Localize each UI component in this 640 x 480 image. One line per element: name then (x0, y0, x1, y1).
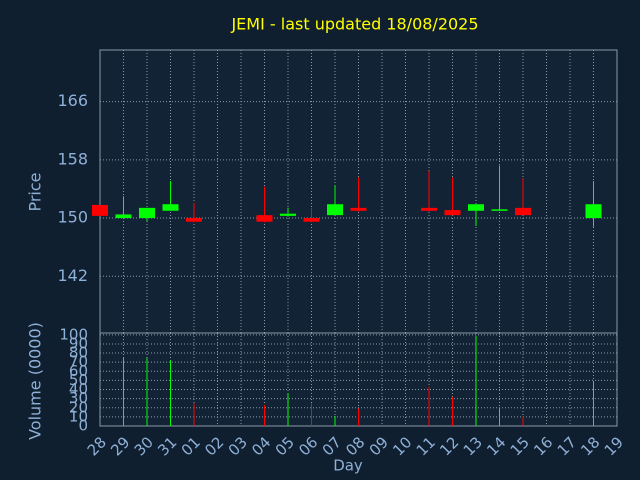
candle-body (491, 209, 508, 211)
volume-axis-label: Volume (0000) (26, 322, 45, 440)
candle-body (468, 204, 484, 211)
candle-body (350, 207, 367, 211)
volume-tick-label: 90 (69, 334, 88, 352)
volume-tick-label: 70 (69, 353, 88, 371)
candle-body (92, 204, 108, 216)
candle-body (115, 214, 132, 219)
y-tick-label: 158 (57, 149, 88, 168)
candle-body (162, 204, 179, 211)
candle-body (280, 213, 296, 216)
candle-body (515, 207, 531, 216)
candle-body (421, 207, 437, 211)
volume-tick-label: 50 (69, 371, 88, 389)
candle-body (303, 218, 320, 222)
y-tick-label: 142 (57, 266, 88, 285)
volume-tick-label: 60 (69, 362, 88, 380)
candle-body (585, 204, 602, 219)
y-tick-label: 166 (57, 91, 88, 110)
y-tick-label: 150 (57, 208, 88, 227)
candle-body (186, 218, 202, 222)
chart-title: JEMI - last updated 18/08/2025 (230, 15, 478, 34)
volume-tick-label: 40 (69, 380, 88, 398)
candle-body (444, 210, 461, 216)
candle-body (256, 215, 273, 222)
candle-body (327, 204, 343, 216)
volume-tick-label: 0 (78, 417, 88, 435)
volume-tick-label: 30 (69, 389, 88, 407)
volume-tick-label: 100 (59, 325, 88, 343)
volume-tick-label: 20 (69, 398, 88, 416)
y-axis-label: Price (26, 172, 45, 211)
x-axis-label: Day (333, 457, 363, 475)
volume-tick-label: 10 (69, 407, 88, 425)
candle-body (139, 207, 155, 219)
volume-tick-label: 80 (69, 344, 88, 362)
